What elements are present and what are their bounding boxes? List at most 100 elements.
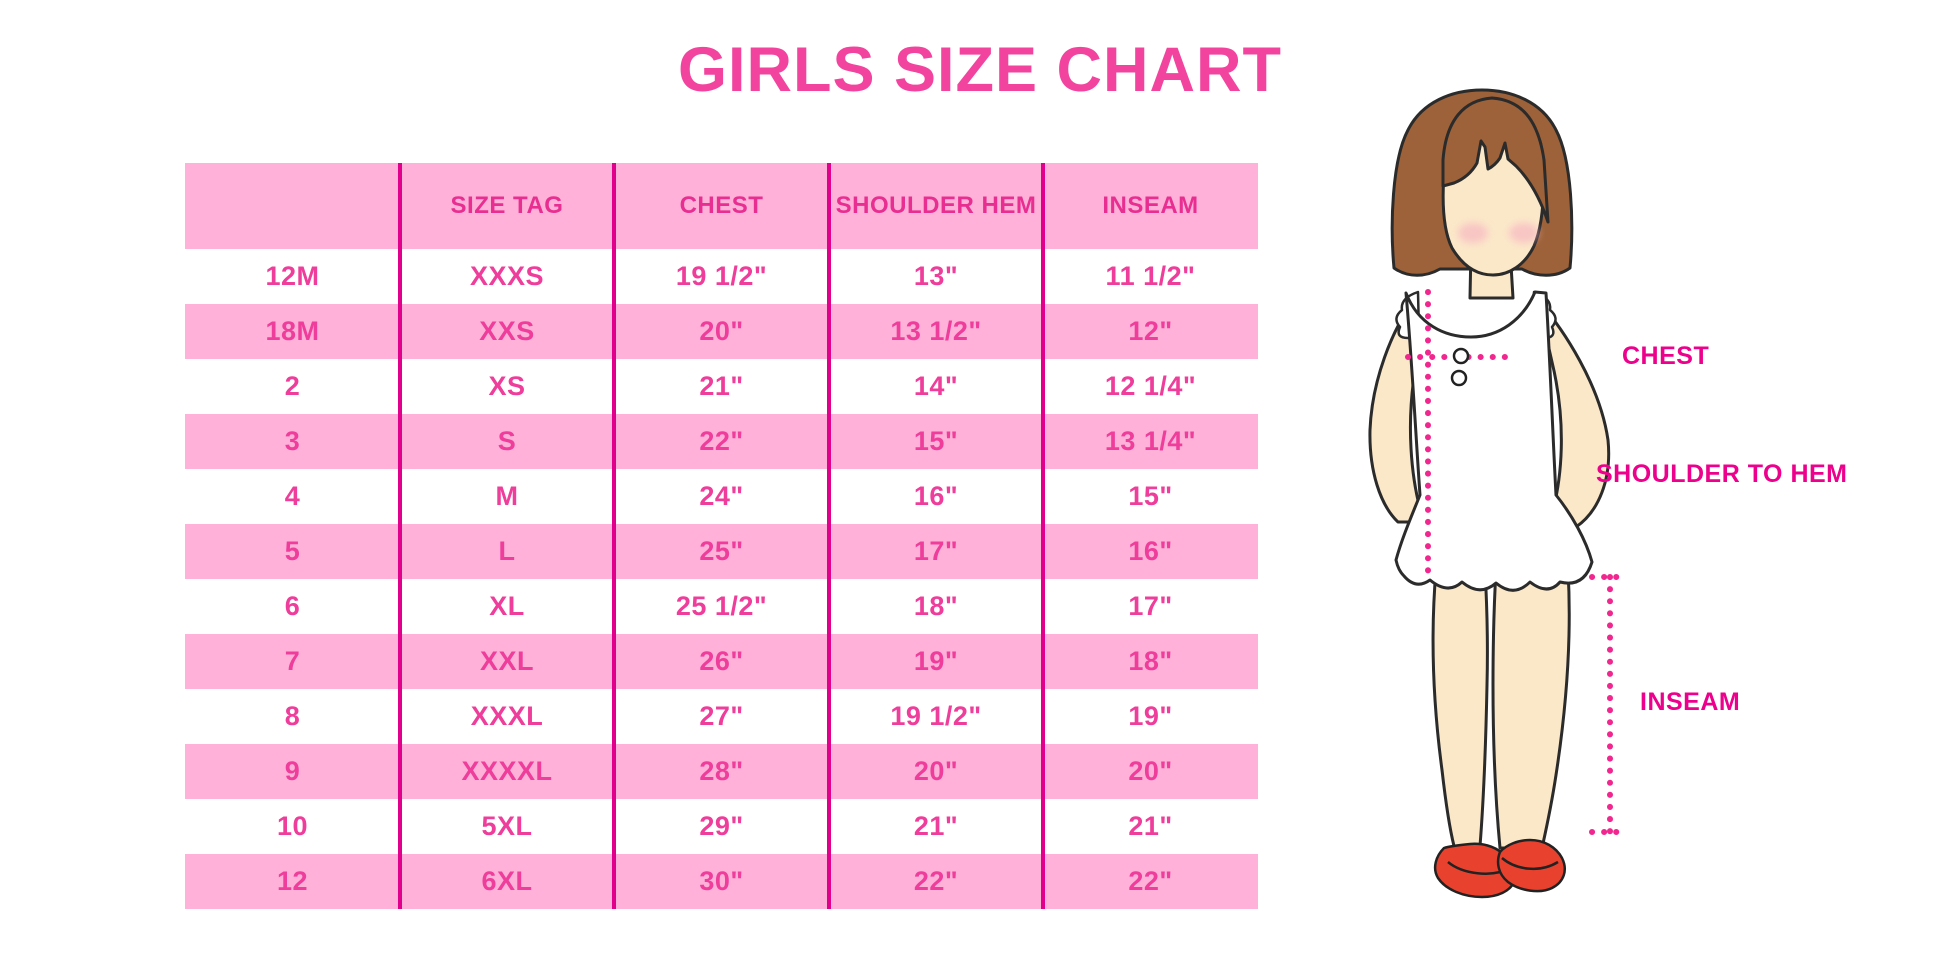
cell-chest: 29" <box>699 811 744 841</box>
left-cheek-blush <box>1458 223 1488 243</box>
dress <box>1394 290 1594 592</box>
cell-inseam: 12 1/4" <box>1104 371 1197 401</box>
cell-size-tag: L <box>400 524 614 579</box>
right-cheek-blush <box>1509 223 1539 243</box>
cell-shoulder-hem: 15" <box>829 414 1043 469</box>
cell-inseam: 11 1/2" <box>1105 261 1196 291</box>
table-header-row: SIZE TAG CHEST SHOULDER HEM INSEAM <box>185 163 1258 249</box>
cell-shoulder-hem: 13" <box>913 261 959 291</box>
table-row: 12M XXXS 19 1/2" 13" 11 1/2" <box>185 249 1258 304</box>
table-row: 9 XXXXL 28" 20" 20" <box>185 744 1258 799</box>
cell-shoulder-hem: 13 1/2" <box>829 304 1043 359</box>
cell-size: 6 <box>284 591 301 621</box>
table-row: 5 L 25" 17" 16" <box>185 524 1258 579</box>
cell-inseam: 17" <box>1128 591 1173 621</box>
cell-size-tag: XXS <box>400 304 614 359</box>
cell-chest: 19 1/2" <box>675 261 768 291</box>
bottom-button <box>1450 369 1468 387</box>
header-cell-size-tag: SIZE TAG <box>400 163 614 249</box>
right-arm <box>1536 298 1611 529</box>
header-cell-chest: CHEST <box>614 163 829 249</box>
cell-chest: 26" <box>614 634 829 689</box>
cell-size: 4 <box>284 481 301 511</box>
cell-size-tag: XXL <box>400 634 614 689</box>
cell-inseam: 15" <box>1128 481 1173 511</box>
table-row: 3 S 22" 15" 13 1/4" <box>185 414 1258 469</box>
cell-size-tag: S <box>400 414 614 469</box>
cell-shoulder-hem: 22" <box>829 854 1043 909</box>
table-row: 12 6XL 30" 22" 22" <box>185 854 1258 909</box>
cell-size: 7 <box>185 634 400 689</box>
table-body: 12M XXXS 19 1/2" 13" 11 1/2" 18M XXS 20"… <box>185 249 1258 909</box>
cell-size: 5 <box>185 524 400 579</box>
cell-chest: 28" <box>614 744 829 799</box>
cell-size-tag: XXXXL <box>400 744 614 799</box>
cell-chest: 30" <box>614 854 829 909</box>
cell-inseam: 19" <box>1128 701 1173 731</box>
cell-chest: 27" <box>699 701 744 731</box>
cell-size-tag: 5XL <box>481 811 533 841</box>
page-title: GIRLS SIZE CHART <box>677 35 1282 105</box>
cell-size: 10 <box>276 811 309 841</box>
table-row: 10 5XL 29" 21" 21" <box>185 799 1258 854</box>
chest-label: CHEST <box>1622 342 1710 370</box>
cell-size-tag: XL <box>489 591 525 621</box>
column-divider <box>398 163 402 909</box>
shoulder-to-hem-label: SHOULDER TO HEM <box>1596 460 1848 488</box>
bangs <box>1441 96 1550 224</box>
size-table: SIZE TAG CHEST SHOULDER HEM INSEAM 12M X… <box>185 163 1258 909</box>
table-row: 2 XS 21" 14" 12 1/4" <box>185 359 1258 414</box>
cell-inseam: 12" <box>1043 304 1258 359</box>
cell-shoulder-hem: 20" <box>829 744 1043 799</box>
top-button <box>1452 347 1470 365</box>
right-shoe-strap <box>1501 857 1559 870</box>
cell-size-tag: 6XL <box>400 854 614 909</box>
cell-inseam: 16" <box>1043 524 1258 579</box>
table-row: 18M XXS 20" 13 1/2" 12" <box>185 304 1258 359</box>
cell-chest: 22" <box>614 414 829 469</box>
cell-chest: 25" <box>614 524 829 579</box>
cell-shoulder-hem: 17" <box>829 524 1043 579</box>
cell-size: 18M <box>185 304 400 359</box>
cell-inseam: 22" <box>1043 854 1258 909</box>
inseam-label: INSEAM <box>1640 688 1741 716</box>
header-cell-blank <box>185 163 400 249</box>
table-row: 8 XXXL 27" 19 1/2" 19" <box>185 689 1258 744</box>
cell-inseam: 18" <box>1043 634 1258 689</box>
cell-shoulder-hem: 19" <box>829 634 1043 689</box>
cell-shoulder-hem: 14" <box>913 371 959 401</box>
right-leg <box>1491 568 1571 850</box>
cell-chest: 24" <box>699 481 744 511</box>
cell-shoulder-hem: 18" <box>913 591 959 621</box>
cell-chest: 25 1/2" <box>675 591 768 621</box>
cell-size: 2 <box>284 371 301 401</box>
column-divider <box>1041 163 1045 909</box>
cell-size-tag: XS <box>488 371 526 401</box>
left-leg <box>1431 568 1489 848</box>
girl-measurement-illustration <box>1368 88 1629 899</box>
table-row: 6 XL 25 1/2" 18" 17" <box>185 579 1258 634</box>
table-row: 7 XXL 26" 19" 18" <box>185 634 1258 689</box>
cell-shoulder-hem: 21" <box>913 811 959 841</box>
cell-size-tag: XXXS <box>469 261 545 291</box>
cell-size-tag: M <box>495 481 519 511</box>
cell-inseam: 20" <box>1043 744 1258 799</box>
header-cell-inseam: INSEAM <box>1043 163 1258 249</box>
cell-size: 9 <box>185 744 400 799</box>
cell-size: 3 <box>185 414 400 469</box>
cell-size: 12 <box>185 854 400 909</box>
cell-size: 8 <box>284 701 301 731</box>
column-divider <box>827 163 831 909</box>
cell-shoulder-hem: 16" <box>913 481 959 511</box>
cell-inseam: 21" <box>1128 811 1173 841</box>
cell-shoulder-hem: 19 1/2" <box>890 701 982 731</box>
cell-inseam: 13 1/4" <box>1043 414 1258 469</box>
column-divider <box>612 163 616 909</box>
cell-size: 12M <box>265 261 320 291</box>
header-cell-shoulder-hem: SHOULDER HEM <box>829 163 1043 249</box>
table-row: 4 M 24" 16" 15" <box>185 469 1258 524</box>
cell-chest: 20" <box>614 304 829 359</box>
cell-chest: 21" <box>699 371 744 401</box>
cell-size-tag: XXXL <box>470 701 544 731</box>
